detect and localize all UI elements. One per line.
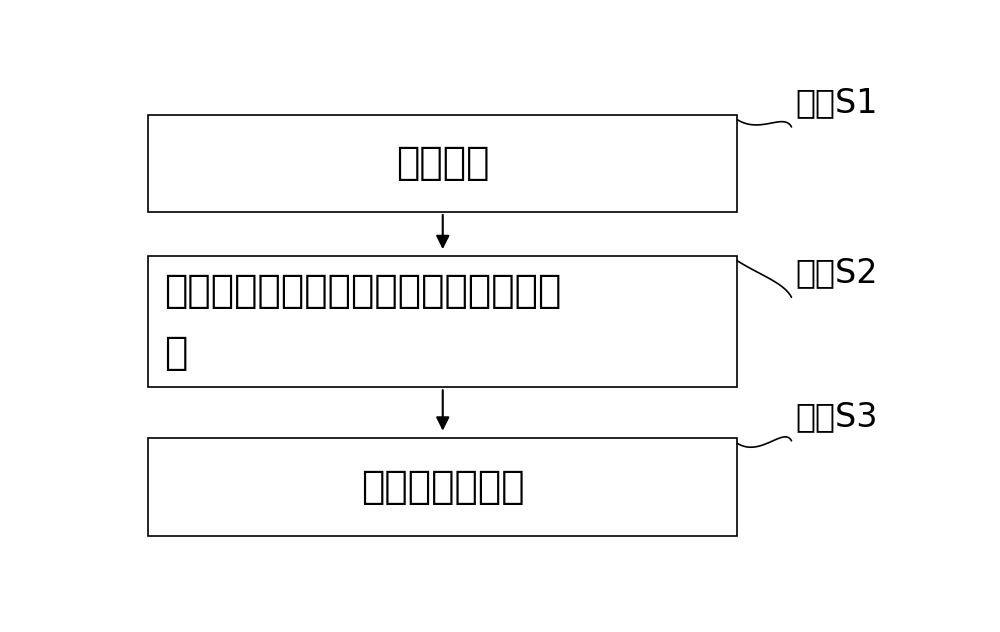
Text: 采用烘箱和冻干的交叉干燥方法进行干
燥: 采用烘箱和冻干的交叉干燥方法进行干 燥	[164, 272, 561, 372]
Text: 制成胶体: 制成胶体	[396, 145, 490, 183]
Bar	[148, 115, 737, 212]
Text: 步骤S3: 步骤S3	[795, 400, 878, 433]
Bar	[148, 256, 737, 387]
Text: 采用马弗炉焙烧: 采用马弗炉焙烧	[361, 468, 525, 506]
Text: 步骤S2: 步骤S2	[795, 257, 878, 289]
Bar	[148, 439, 737, 536]
Text: 步骤S1: 步骤S1	[795, 86, 878, 119]
